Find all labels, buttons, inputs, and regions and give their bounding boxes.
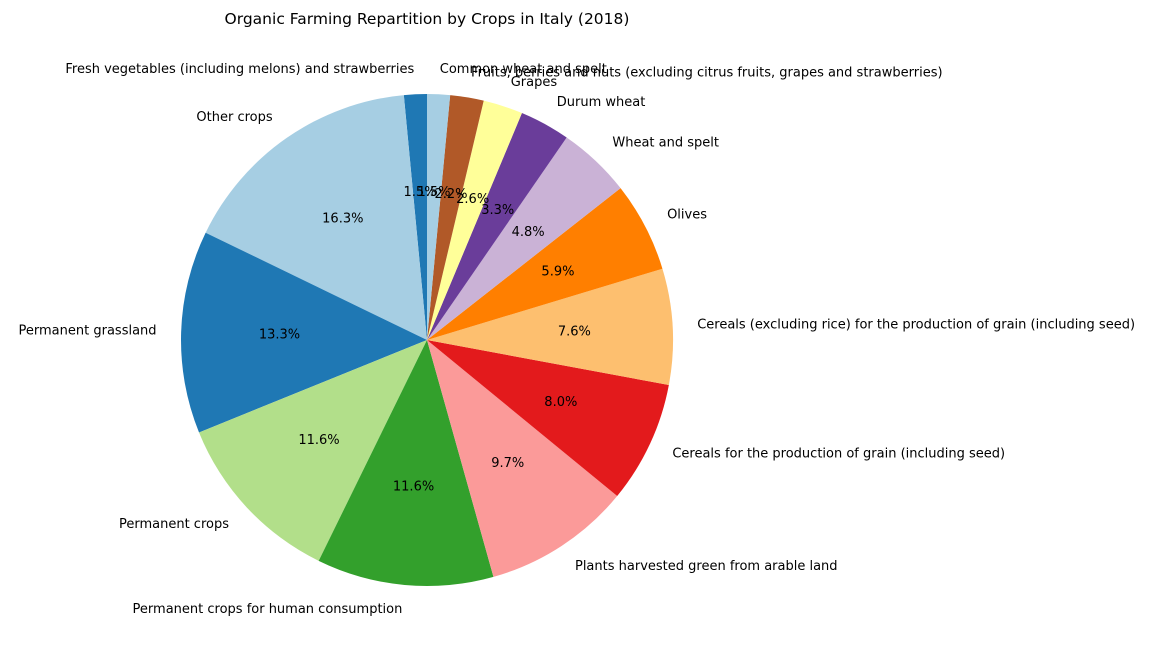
pie-slice-11 (427, 100, 522, 340)
percent-label-1: 16.3% (322, 211, 363, 226)
pie-slice-9 (427, 137, 621, 340)
slice-label-13: Common wheat and spelt (440, 62, 607, 77)
percent-label-0: 1.5% (404, 185, 437, 200)
slice-label-9: Wheat and spelt (612, 135, 719, 150)
pie-slice-12 (427, 95, 484, 340)
slice-label-2: Permanent grassland (19, 324, 157, 339)
percent-label-8: 5.9% (541, 264, 574, 279)
slice-labels: Fresh vegetables (including melons) and … (19, 62, 1135, 617)
pie-slice-3 (199, 340, 427, 561)
pie-slice-13 (427, 93, 451, 340)
percent-label-13: 1.5% (417, 185, 450, 200)
slice-label-8: Olives (667, 208, 707, 223)
pie-slice-6 (427, 340, 669, 497)
pie-slice-5 (427, 340, 618, 577)
pie-slice-10 (427, 113, 567, 340)
slice-label-0: Fresh vegetables (including melons) and … (65, 62, 414, 77)
percent-label-2: 13.3% (259, 328, 300, 343)
pie-slice-0 (403, 94, 427, 340)
percent-label-6: 8.0% (544, 395, 577, 410)
percent-labels: 1.5% 16.3% 13.3% 11.6% 11.6% 9.7% 8.0% 7.6% 5.9%… (259, 185, 591, 494)
percent-label-10: 3.3% (481, 203, 514, 218)
slice-label-1: Other crops (196, 110, 272, 125)
slice-label-4: Permanent crops for human consumption (133, 602, 403, 617)
slice-label-3: Permanent crops (119, 517, 229, 532)
pie-slice-1 (205, 95, 427, 340)
percent-label-7: 7.6% (558, 324, 591, 339)
percent-label-11: 2.6% (456, 192, 489, 207)
percent-label-4: 11.6% (393, 479, 434, 494)
slice-label-11: Grapes (511, 75, 558, 90)
slice-label-7: Cereals (excluding rice) for the product… (697, 318, 1135, 333)
slice-label-12: Fruits, berries and nuts (excluding citr… (471, 66, 943, 81)
pie-slice-2 (181, 232, 427, 433)
slice-label-10: Durum wheat (557, 95, 646, 110)
percent-label-12: 2.2% (435, 187, 468, 202)
chart-title: Organic Farming Repartition by Crops in … (225, 10, 630, 28)
pie-slice-7 (427, 268, 673, 385)
percent-label-3: 11.6% (298, 433, 339, 448)
percent-label-9: 4.8% (512, 225, 545, 240)
pie-slice-8 (427, 188, 663, 340)
percent-label-5: 9.7% (491, 456, 524, 471)
slice-label-6: Cereals for the production of grain (inc… (672, 447, 1005, 462)
slice-label-5: Plants harvested green from arable land (575, 559, 838, 574)
pie-slice-4 (318, 340, 494, 587)
pie-slices (181, 93, 673, 587)
